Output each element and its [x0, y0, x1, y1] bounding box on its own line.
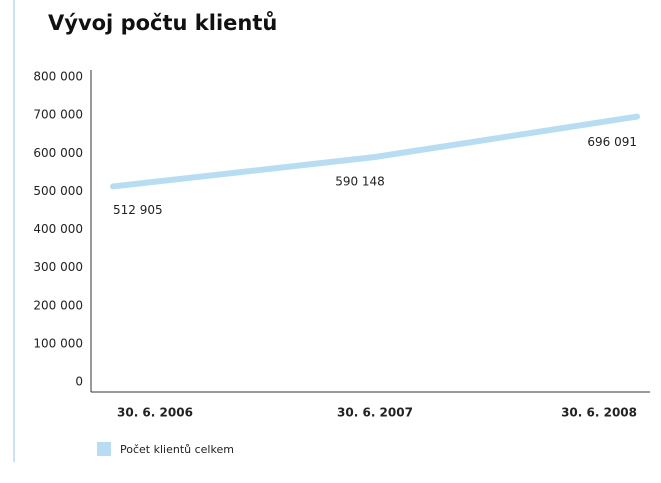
y-tick-label: 600 000: [33, 146, 83, 160]
x-tick-label: 30. 6. 2008: [561, 406, 637, 420]
x-tick-label: 30. 6. 2007: [337, 406, 413, 420]
x-tick-label: 30. 6. 2006: [117, 406, 193, 420]
y-tick-label: 100 000: [33, 336, 83, 350]
legend-label: Počet klientů celkem: [120, 443, 234, 456]
chart-title: Vývoj počtu klientů: [48, 11, 277, 35]
series-line: [110, 113, 640, 190]
data-label: 696 091: [587, 135, 637, 149]
y-tick-label: 500 000: [33, 184, 83, 198]
data-label: 512 905: [113, 203, 163, 217]
y-tick-label: 200 000: [33, 298, 83, 312]
legend-swatch: [97, 442, 111, 456]
y-tick-label: 300 000: [33, 260, 83, 274]
y-tick-label: 0: [75, 375, 83, 389]
y-tick-label: 400 000: [33, 222, 83, 236]
data-label: 590 148: [335, 175, 385, 189]
y-tick-label: 800 000: [33, 70, 83, 84]
y-tick-label: 700 000: [33, 108, 83, 122]
